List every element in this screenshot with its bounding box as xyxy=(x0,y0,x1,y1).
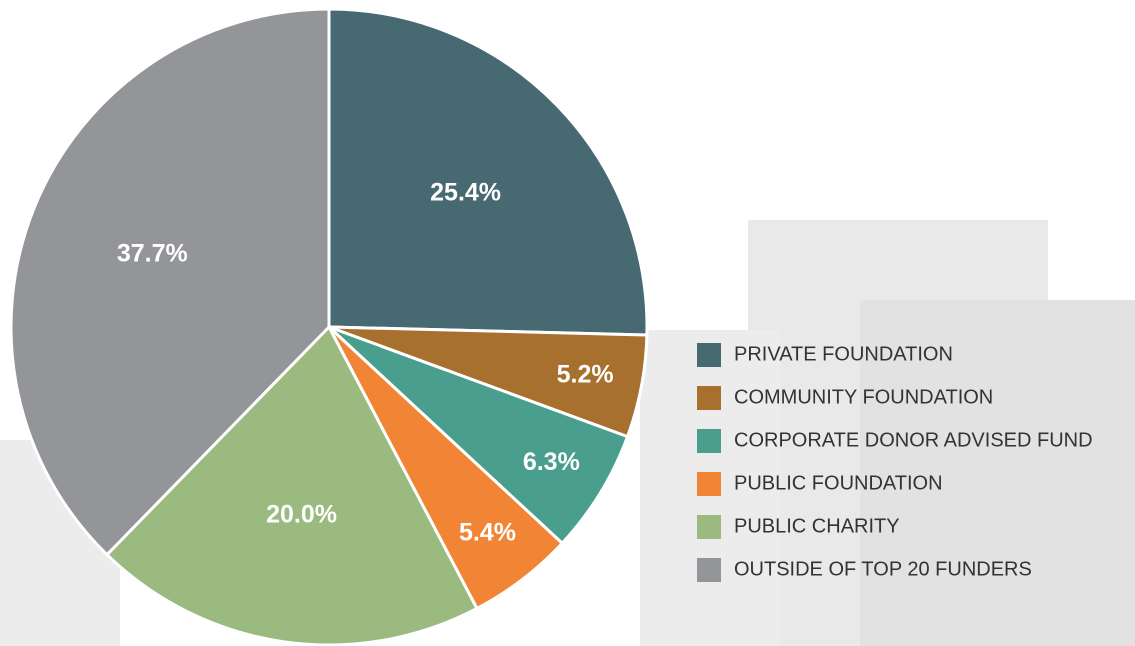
pie-slice xyxy=(329,9,647,335)
legend-label: PRIVATE FOUNDATION xyxy=(734,343,953,365)
slice-label: 25.4% xyxy=(430,178,501,206)
legend-swatch xyxy=(697,515,721,539)
legend-label: PUBLIC CHARITY xyxy=(734,515,900,537)
legend-label: OUTSIDE OF TOP 20 FUNDERS xyxy=(734,558,1032,580)
legend-swatch xyxy=(697,429,721,453)
legend-swatch xyxy=(697,386,721,410)
legend-swatch xyxy=(697,343,721,367)
legend-label: PUBLIC FOUNDATION xyxy=(734,472,943,494)
slice-label: 5.2% xyxy=(557,360,614,388)
slice-label: 20.0% xyxy=(266,500,337,528)
slice-label: 37.7% xyxy=(117,240,188,268)
chart: 25.4% 5.2% 6.3% 5.4% 20.0% 37.7% PRIVATE FOUN… xyxy=(0,0,1135,646)
slice-label: 5.4% xyxy=(459,519,516,547)
pie: 25.4% 5.2% 6.3% 5.4% 20.0% 37.7% xyxy=(11,9,647,645)
legend-label: COMMUNITY FOUNDATION xyxy=(734,386,993,408)
legend-swatch xyxy=(697,472,721,496)
legend-swatch xyxy=(697,558,721,582)
slice-label: 6.3% xyxy=(523,448,580,476)
legend-label: CORPORATE DONOR ADVISED FUND xyxy=(734,429,1093,451)
